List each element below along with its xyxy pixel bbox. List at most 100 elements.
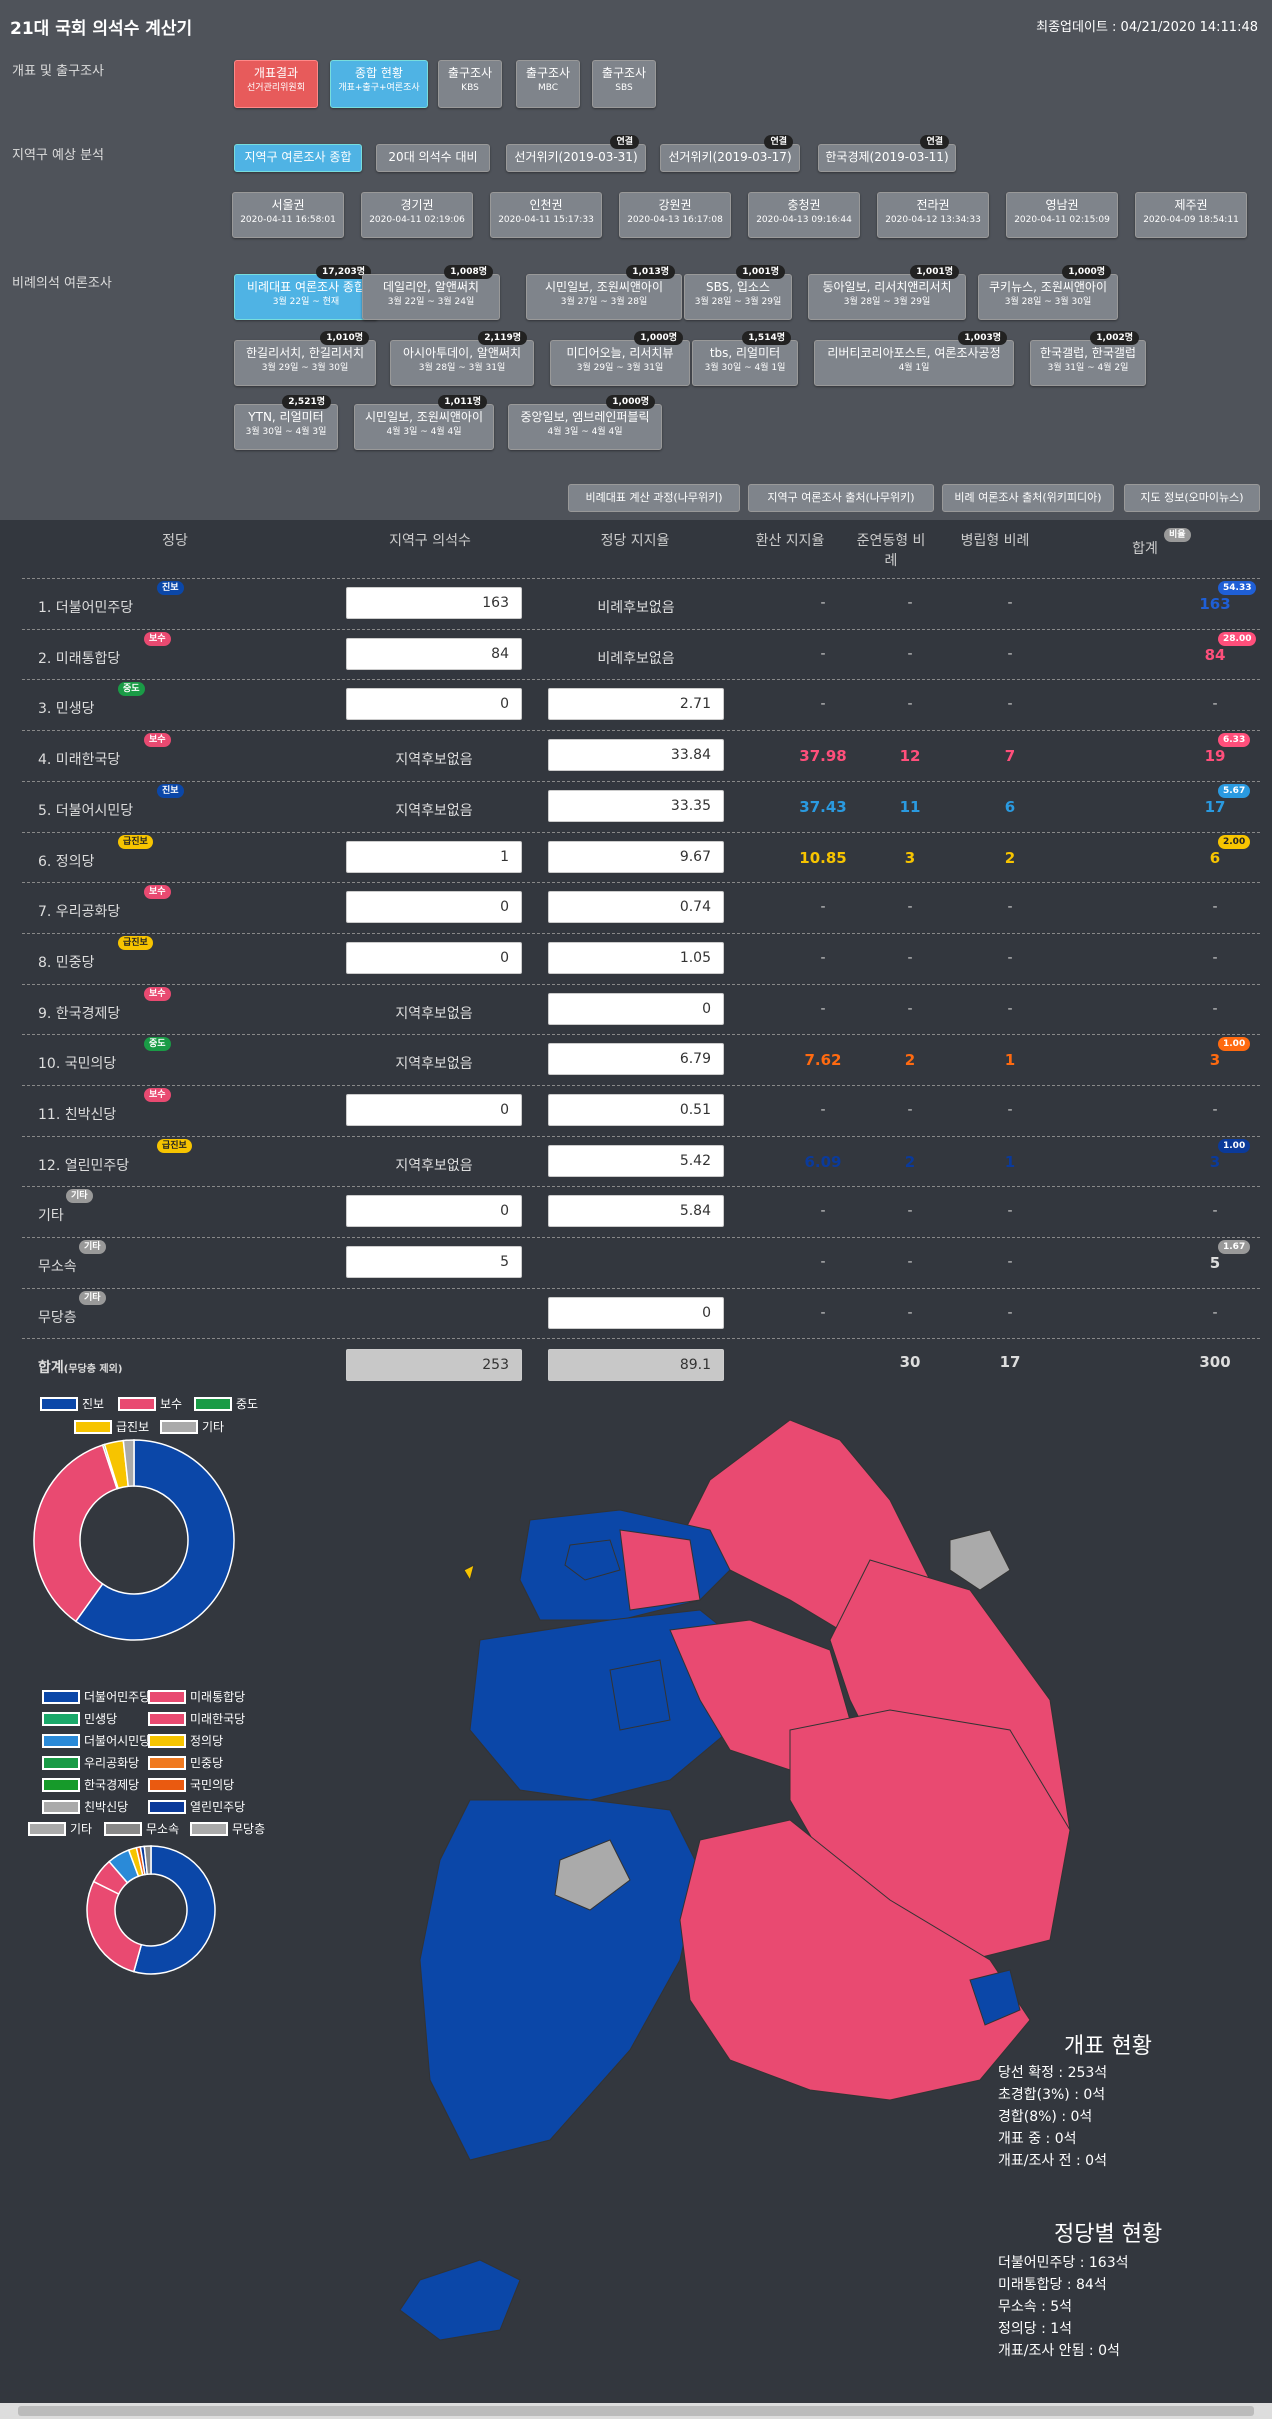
header-converted: 환산 지지율 — [755, 533, 825, 549]
poll-button-3[interactable]: SBS, 입소스 3월 28일 ~ 3월 29일 1,001명 — [684, 265, 792, 320]
ideology-tag: 보수 — [144, 631, 171, 646]
poll-button-label: SBS, 입소스 — [705, 280, 770, 294]
poll-button-13[interactable]: 시민일보, 조원씨앤아이 4월 3일 ~ 4월 4일 1,011명 — [354, 395, 494, 450]
support-input[interactable]: 0 — [548, 992, 724, 1025]
support-input[interactable]: 1.05 — [548, 941, 724, 974]
poll-button-1[interactable]: 데일리안, 알앤써치 3월 22일 ~ 3월 24일 1,008명 — [362, 265, 500, 320]
result-button-1[interactable]: 종합 현황 개표+출구+여론조사 — [330, 60, 428, 108]
support-input[interactable]: 0 — [548, 1296, 724, 1329]
support-input[interactable]: 5.42 — [548, 1144, 724, 1177]
page-title: 21대 국회 의석수 계산기 — [10, 19, 193, 39]
region-button-7[interactable]: 제주권 2020-04-09 18:54:11 — [1135, 192, 1247, 238]
converted-support: - — [820, 696, 826, 713]
poll-button-badge: 1,003명 — [958, 331, 1007, 345]
scrollbar-thumb[interactable] — [18, 2406, 1254, 2416]
region-button-3[interactable]: 강원권 2020-04-13 16:17:08 — [619, 192, 731, 238]
region-button-label: 경기권 — [400, 198, 434, 212]
section-poll-label: 비례의석 여론조사 — [12, 276, 112, 291]
region-button-0[interactable]: 서울권 2020-04-11 16:58:01 — [232, 192, 344, 238]
district-button-1[interactable]: 20대 의석수 대비 — [376, 144, 490, 172]
region-button-label: 충청권 — [787, 198, 821, 212]
support-input[interactable]: 0.51 — [548, 1094, 724, 1126]
linked-seats: - — [907, 1304, 913, 1321]
korea-map[interactable] — [370, 1400, 1270, 2360]
link-district-source[interactable]: 지역구 여론조사 출처(나무위키) — [748, 484, 934, 512]
link-map-info[interactable]: 지도 정보(오마이뉴스) — [1124, 484, 1260, 512]
support-input[interactable]: 33.84 — [548, 739, 724, 772]
poll-button-sub: 3월 28일 ~ 3월 30일 — [1004, 297, 1092, 307]
sum-label: 합계(무당층 제외) — [38, 1360, 123, 1376]
poll-button-sub: 3월 28일 ~ 3월 29일 — [843, 297, 931, 307]
result-button-2[interactable]: 출구조사 KBS — [438, 60, 502, 108]
party-name: 4. 미래한국당 — [38, 752, 121, 769]
total-seats: - — [1212, 1000, 1218, 1017]
header-linked: 준연동형 비례 — [856, 533, 926, 569]
seat-ratio-badge: 28.00 — [1218, 631, 1257, 646]
party-name: 6. 정의당 — [38, 853, 95, 870]
support-input[interactable]: 6.79 — [548, 1043, 724, 1076]
legend-swatch — [148, 1777, 186, 1792]
district-seats-input[interactable]: 1 — [346, 840, 522, 873]
region-button-sub: 2020-04-11 02:19:06 — [369, 215, 465, 225]
district-none: 지역후보없음 — [395, 802, 473, 819]
table-row: 7. 우리공화당 보수 0 0.74 - - - - — [22, 882, 1260, 933]
header-district: 지역구 의석수 — [389, 533, 471, 549]
table-row: 기타 기타 0 5.84 - - - - — [22, 1186, 1260, 1237]
poll-button-badge: 1,002명 — [1090, 331, 1139, 345]
support-input[interactable]: 2.71 — [548, 688, 724, 721]
region-button-sub: 2020-04-12 13:34:33 — [885, 215, 981, 225]
district-seats-input[interactable]: 5 — [346, 1246, 522, 1279]
district-seats-input[interactable]: 0 — [346, 941, 522, 974]
district-seats-input[interactable]: 0 — [346, 688, 522, 721]
district-seats-input[interactable]: 0 — [346, 891, 522, 924]
poll-button-8[interactable]: 미디어오늘, 리서치뷰 3월 29일 ~ 3월 31일 1,000명 — [550, 331, 690, 386]
support-input[interactable]: 0.74 — [548, 891, 724, 924]
support-input[interactable]: 33.35 — [548, 789, 724, 822]
district-button-0[interactable]: 지역구 여론조사 종합 — [234, 144, 362, 172]
link-calc-process[interactable]: 비례대표 계산 과정(나무위키) — [568, 484, 740, 512]
legend-item: 중도 — [194, 1395, 258, 1412]
support-input[interactable]: 5.84 — [548, 1195, 724, 1228]
region-button-6[interactable]: 영남권 2020-04-11 02:15:09 — [1006, 192, 1118, 238]
district-button-3[interactable]: 선거위키(2019-03-17) 연결 — [660, 135, 800, 172]
parallel-seats: 6 — [1004, 797, 1016, 816]
district-button-4[interactable]: 한국경제(2019-03-11) 연결 — [818, 135, 956, 172]
ideology-tag: 보수 — [144, 885, 171, 900]
district-button-2[interactable]: 선거위키(2019-03-31) 연결 — [506, 135, 646, 172]
poll-button-5[interactable]: 쿠키뉴스, 조원씨앤아이 3월 28일 ~ 3월 30일 1,000명 — [978, 265, 1118, 320]
result-button-0[interactable]: 개표결과 선거관리위원회 — [234, 60, 318, 108]
result-button-3[interactable]: 출구조사 MBC — [516, 60, 580, 108]
converted-support: 37.43 — [799, 797, 847, 816]
poll-button-7[interactable]: 아시아투데이, 알앤써치 3월 28일 ~ 3월 31일 2,119명 — [390, 331, 534, 386]
result-button-sub: SBS — [615, 83, 633, 93]
region-button-5[interactable]: 전라권 2020-04-12 13:34:33 — [877, 192, 989, 238]
poll-button-4[interactable]: 동아일보, 리서치앤리서치 3월 28일 ~ 3월 29일 1,001명 — [808, 265, 966, 320]
poll-button-14[interactable]: 중앙일보, 엠브레인퍼블릭 4월 3일 ~ 4월 4일 1,000명 — [508, 395, 662, 450]
region-button-1[interactable]: 경기권 2020-04-11 02:19:06 — [361, 192, 473, 238]
legend-label: 열린민주당 — [190, 1800, 246, 1814]
legend-swatch — [148, 1799, 186, 1814]
poll-button-6[interactable]: 한길리서치, 한길리서치 3월 29일 ~ 3월 30일 1,010명 — [234, 331, 376, 386]
legend-swatch — [190, 1821, 228, 1836]
region-button-2[interactable]: 인천권 2020-04-11 15:17:33 — [490, 192, 602, 238]
legend-label: 한국경제당 — [84, 1778, 140, 1792]
map-gyeongnam — [679, 1819, 1031, 2101]
district-seats-input[interactable]: 84 — [346, 637, 522, 670]
legend-swatch — [148, 1689, 186, 1704]
district-seats-input[interactable]: 0 — [346, 1094, 522, 1126]
district-seats-input[interactable]: 0 — [346, 1195, 522, 1228]
total-seats: 6 — [1209, 848, 1221, 867]
poll-button-12[interactable]: YTN, 리얼미터 3월 30일 ~ 4월 3일 2,521명 — [234, 395, 338, 450]
district-seats-input[interactable]: 163 — [346, 587, 522, 619]
poll-button-10[interactable]: 리버티코리아포스트, 여론조사공정 4월 1일 1,003명 — [814, 331, 1014, 386]
poll-button-label: 비례대표 여론조사 종합 — [246, 280, 366, 294]
poll-button-9[interactable]: tbs, 리얼미터 3월 30일 ~ 4월 1일 1,514명 — [692, 331, 798, 386]
region-button-4[interactable]: 충청권 2020-04-13 09:16:44 — [748, 192, 860, 238]
link-poll-source[interactable]: 비례 여론조사 출처(위키피디아) — [942, 484, 1114, 512]
poll-button-2[interactable]: 시민일보, 조원씨앤아이 3월 27일 ~ 3월 28일 1,013명 — [526, 265, 682, 320]
support-input[interactable]: 9.67 — [548, 840, 724, 873]
result-button-4[interactable]: 출구조사 SBS — [592, 60, 656, 108]
party-name: 5. 더불어시민당 — [38, 802, 134, 819]
poll-button-0[interactable]: 비례대표 여론조사 종합 3월 22일 ~ 현재 17,203명 — [234, 265, 378, 320]
poll-button-11[interactable]: 한국갤럽, 한국갤럽 3월 31일 ~ 4월 2일 1,002명 — [1030, 331, 1146, 386]
